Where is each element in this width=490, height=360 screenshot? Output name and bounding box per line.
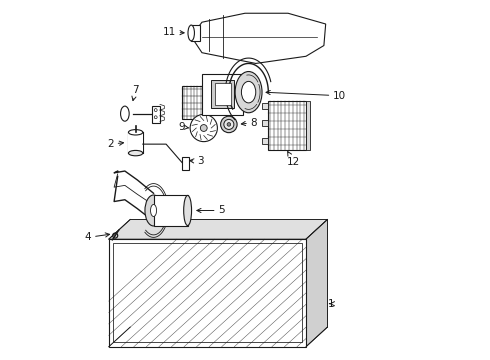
Ellipse shape xyxy=(154,116,157,119)
Bar xyxy=(113,243,302,342)
Polygon shape xyxy=(109,239,306,347)
Ellipse shape xyxy=(235,72,262,113)
Ellipse shape xyxy=(220,116,237,133)
Bar xyxy=(215,83,231,105)
Bar xyxy=(191,25,200,41)
Bar xyxy=(202,74,243,116)
Bar xyxy=(125,106,132,121)
Bar xyxy=(152,106,160,123)
Text: 1: 1 xyxy=(327,299,335,309)
Text: 2: 2 xyxy=(107,139,123,149)
Ellipse shape xyxy=(145,195,162,226)
Bar xyxy=(153,195,188,226)
Ellipse shape xyxy=(150,204,157,216)
Text: 7: 7 xyxy=(132,85,139,100)
Text: 4: 4 xyxy=(85,232,110,242)
Text: 5: 5 xyxy=(197,206,225,216)
Bar xyxy=(128,132,143,153)
Ellipse shape xyxy=(227,123,231,126)
Bar xyxy=(306,101,310,149)
Polygon shape xyxy=(306,220,327,347)
Text: 11: 11 xyxy=(163,27,184,37)
Bar xyxy=(182,86,209,119)
Ellipse shape xyxy=(224,120,234,130)
Ellipse shape xyxy=(121,106,129,121)
Ellipse shape xyxy=(154,109,157,112)
Bar xyxy=(269,101,306,149)
Bar xyxy=(211,80,234,108)
Text: 9: 9 xyxy=(178,122,189,132)
Bar xyxy=(262,138,269,144)
Ellipse shape xyxy=(128,130,143,135)
Text: 6: 6 xyxy=(196,121,207,132)
Text: 8: 8 xyxy=(241,118,257,128)
Ellipse shape xyxy=(242,81,256,103)
Text: 12: 12 xyxy=(287,152,300,167)
Ellipse shape xyxy=(184,195,192,226)
Bar xyxy=(262,120,269,126)
Bar xyxy=(182,157,190,170)
Polygon shape xyxy=(109,220,327,239)
Ellipse shape xyxy=(190,114,218,141)
Ellipse shape xyxy=(200,125,207,131)
Bar xyxy=(262,103,269,109)
Polygon shape xyxy=(191,13,326,63)
Ellipse shape xyxy=(128,150,143,156)
Ellipse shape xyxy=(188,25,195,41)
Text: 10: 10 xyxy=(266,90,346,101)
Text: 3: 3 xyxy=(190,156,203,166)
